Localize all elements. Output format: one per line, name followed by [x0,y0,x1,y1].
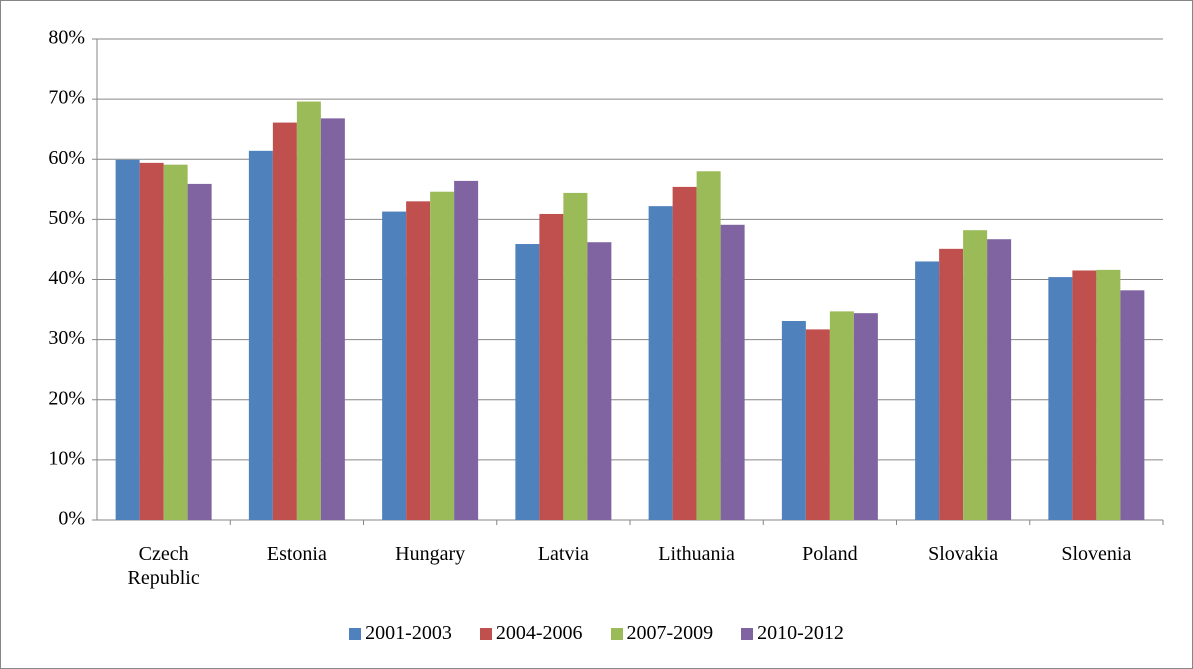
x-tick-label: Latvia [537,543,589,565]
bar [696,171,721,520]
bar [963,230,988,520]
bar [648,206,673,520]
y-tick-label: 40% [48,267,85,289]
legend-item: 2001-2003 [349,622,452,645]
legend-item: 2007-2009 [610,622,714,645]
y-tick-label: 80% [48,27,85,49]
y-tick-label: 50% [48,207,85,229]
legend-label: 2010-2012 [757,622,844,644]
bar [163,164,188,520]
legend: 2001-2003 2004-2006 2007-2009 2010-2012 [1,622,1192,645]
bar [853,313,878,520]
bar [915,261,940,520]
bar [805,329,830,520]
bar [430,191,455,520]
legend-label: 2007-2009 [626,622,714,644]
x-tick-label: Estonia [266,543,327,565]
bar [1096,269,1121,520]
bar [1120,290,1145,520]
y-tick-label: 70% [48,87,85,109]
bar [406,201,431,520]
x-tick-label: Czech Republic [127,543,200,589]
bar [987,239,1012,520]
x-tick-label: Poland [802,543,858,565]
bar [320,118,345,521]
bar [720,224,745,520]
x-tick-label: Slovakia [928,543,999,565]
legend-item: 2004-2006 [479,622,583,645]
bar [1072,270,1097,520]
bar [296,101,321,520]
bar [454,180,479,520]
bar [1048,277,1073,520]
legend-swatch [610,627,623,640]
bar [939,248,964,520]
x-tick-label: Slovenia [1061,543,1132,565]
bar [781,320,806,520]
bar [248,150,273,520]
legend-swatch [349,627,362,640]
bar [272,122,297,520]
y-tick-label: 60% [48,147,85,169]
legend-swatch [479,627,492,640]
bar [539,213,564,520]
bar [672,186,697,520]
y-tick-label: 30% [48,327,85,349]
bar [515,244,540,520]
bar [187,183,212,520]
x-tick-label: Lithuania [658,543,735,565]
bar [829,311,854,520]
y-tick-label: 0% [58,508,85,530]
bar [587,242,612,520]
legend-item: 2010-2012 [741,622,844,645]
bar [139,162,164,521]
legend-swatch [741,627,754,640]
y-tick-label: 10% [48,447,85,469]
y-tick-label: 20% [48,387,85,409]
bar [115,159,140,520]
bar [382,211,407,520]
legend-label: 2001-2003 [365,622,452,644]
bar [563,192,588,521]
legend-label: 2004-2006 [495,622,583,644]
x-tick-label: Hungary [395,543,466,565]
